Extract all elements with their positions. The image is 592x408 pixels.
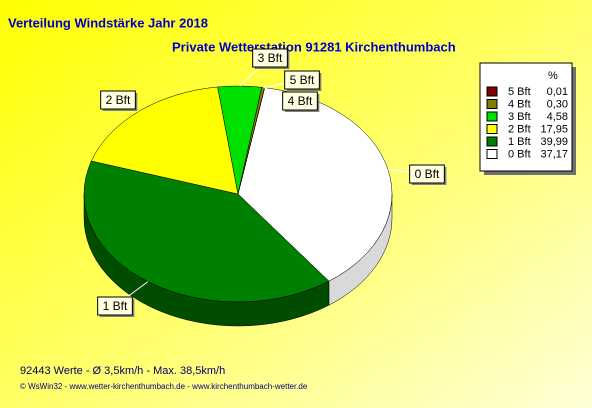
slice-label: 0 Bft xyxy=(415,167,440,181)
legend-value: 4,58 xyxy=(547,111,568,123)
legend-value: 39,99 xyxy=(540,136,568,148)
chart-subtitle: Private Wetterstation 91281 Kirchenthumb… xyxy=(172,39,456,54)
legend-swatch xyxy=(486,86,498,97)
label-box xyxy=(97,296,133,316)
legend-value: 17,95 xyxy=(540,123,568,135)
slice-label: 5 Bft xyxy=(290,73,315,87)
footer: 92443 Werte - Ø 3,5km/h - Max. 38,5km/h xyxy=(20,365,225,377)
slice-label: 3 Bft xyxy=(258,51,283,65)
legend-label: 4 Bft xyxy=(508,98,531,110)
legend-label: 5 Bft xyxy=(508,86,531,98)
legend-value: 37,17 xyxy=(540,148,568,160)
legend-label: 3 Bft xyxy=(508,111,531,123)
label-box xyxy=(282,91,318,111)
slice-labels: 5 Bft 4 Bft 3 Bft 2 Bft 1 Bft 0 Bft xyxy=(97,48,447,317)
pie xyxy=(83,85,393,327)
slice-label: 2 Bft xyxy=(106,93,131,107)
legend-swatch xyxy=(486,111,498,122)
legend-swatch xyxy=(486,136,498,147)
label-box xyxy=(284,70,320,90)
legend-entries: 5 Bft 0,01 4 Bft 0,30 3 Bft 4,58 2 Bft 17,95 1 B… xyxy=(486,86,568,160)
chart-title: Verteilung Windstärke Jahr 2018 xyxy=(8,15,208,30)
legend-label: 1 Bft xyxy=(508,136,531,148)
label-box xyxy=(409,164,445,184)
legend-header: % xyxy=(548,70,558,82)
slice-label: 1 Bft xyxy=(103,299,128,313)
legend-swatch xyxy=(486,99,498,109)
slice xyxy=(83,160,330,303)
legend-value: 0,01 xyxy=(547,86,568,98)
label-box xyxy=(252,48,288,68)
slice xyxy=(90,86,239,195)
legend-swatch xyxy=(486,149,498,159)
slice-label: 4 Bft xyxy=(288,94,313,108)
credits: © WsWin32 - www.wetter-kirchenthumbach.d… xyxy=(20,382,308,391)
legend-value: 0,30 xyxy=(547,98,568,110)
legend-label: 2 Bft xyxy=(508,123,531,135)
legend-label: 0 Bft xyxy=(508,148,531,160)
label-box xyxy=(100,90,136,110)
legend-swatch xyxy=(486,124,498,134)
